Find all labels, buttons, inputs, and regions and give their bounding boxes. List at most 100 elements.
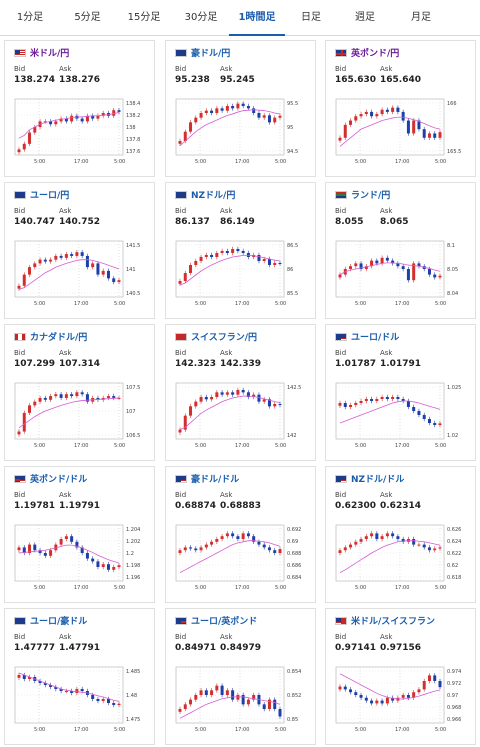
currency-card[interactable]: 豪ドル/円 Bid Ask 95.238 95.245 95.5 95 94.5 5:00 17:… <box>165 40 316 177</box>
y-tick-label: 0.62 <box>447 563 458 569</box>
pair-title[interactable]: スイスフラン/円 <box>175 331 257 345</box>
pair-title[interactable]: ランド/円 <box>335 189 390 203</box>
candle-body <box>28 544 32 553</box>
pair-name[interactable]: 英ポンド/円 <box>351 49 400 59</box>
currency-card[interactable]: 英ポンド/円 Bid Ask 165.630 165.640 166 165.5 5:00 17… <box>325 40 476 177</box>
pair-title[interactable]: 米ドル/円 <box>14 47 69 61</box>
candle-body <box>43 553 47 556</box>
bid-value: 1.19781 <box>14 501 55 511</box>
currency-card[interactable]: スイスフラン/円 Bid Ask 142.323 142.339 142.5 142 5:00… <box>165 324 316 461</box>
ask-label: Ask <box>220 349 233 357</box>
tab-15min[interactable]: 15分足 <box>127 12 161 23</box>
candle-body <box>385 109 389 112</box>
pair-name[interactable]: スイスフラン/円 <box>191 333 258 343</box>
pair-name[interactable]: カナダドル/円 <box>30 333 88 343</box>
pair-title[interactable]: ユーロ/ドル <box>335 331 399 345</box>
pair-name[interactable]: ランド/円 <box>351 191 391 201</box>
pair-title[interactable]: NZドル/円 <box>175 189 235 203</box>
candle-body <box>385 257 389 261</box>
ask-value: 138.276 <box>59 75 100 85</box>
currency-card[interactable]: 英ポンド/ドル Bid Ask 1.19781 1.19791 1.204 1.202 1.2… <box>4 466 155 603</box>
flag-icon <box>175 475 187 483</box>
candle-body <box>364 111 368 115</box>
x-tick-label: 5:00 <box>34 159 45 165</box>
pair-name[interactable]: 豪ドル/円 <box>191 49 231 59</box>
pair-name[interactable]: ユーロ/円 <box>30 191 70 201</box>
pair-title[interactable]: ユーロ/豪ドル <box>14 615 87 629</box>
pair-name[interactable]: ユーロ/豪ドル <box>30 617 88 627</box>
currency-card[interactable]: ユーロ/円 Bid Ask 140.747 140.752 141.5 141 140.5 5:… <box>4 182 155 319</box>
candle-body <box>189 406 193 416</box>
moving-average-line <box>339 673 441 700</box>
pair-title[interactable]: 米ドル/スイスフラン <box>335 615 435 629</box>
candle-body <box>433 675 437 681</box>
pair-title[interactable]: 豪ドル/円 <box>175 47 230 61</box>
candle-body <box>433 133 437 138</box>
tab-1min[interactable]: 1分足 <box>16 12 44 23</box>
candle-body <box>96 561 100 567</box>
currency-card[interactable]: 米ドル/スイスフラン Bid Ask 0.97141 0.97156 0.974 0.972… <box>325 608 476 745</box>
currency-card[interactable]: NZドル/ドル Bid Ask 0.62300 0.62314 0.626 0.624 0.6… <box>325 466 476 603</box>
price-chart[interactable]: 8.18.058.045:00 17:00 5:00 <box>326 235 477 317</box>
pair-name[interactable]: NZドル/円 <box>191 191 236 201</box>
pair-name[interactable]: NZドル/ドル <box>351 475 405 485</box>
ask-value: 107.314 <box>59 359 100 369</box>
pair-name[interactable]: 米ドル/円 <box>30 49 70 59</box>
candle-body <box>262 115 266 118</box>
pair-name[interactable]: ユーロ/英ポンド <box>191 617 258 627</box>
tab-daily[interactable]: 日足 <box>301 12 321 23</box>
flag-icon <box>335 191 347 199</box>
pair-title[interactable]: NZドル/ドル <box>335 473 404 487</box>
pair-title[interactable]: 豪ドル/ドル <box>175 473 239 487</box>
tab-30min[interactable]: 30分足 <box>184 12 218 23</box>
pair-title[interactable]: 英ポンド/ドル <box>14 473 87 487</box>
pair-title[interactable]: ユーロ/英ポンド <box>175 615 257 629</box>
candle-body <box>59 255 63 258</box>
pair-name[interactable]: 米ドル/スイスフラン <box>351 617 436 627</box>
pair-title[interactable]: ユーロ/円 <box>14 189 69 203</box>
tab-weekly[interactable]: 週足 <box>355 12 375 23</box>
candle-body <box>406 695 410 698</box>
pair-title[interactable]: カナダドル/円 <box>14 331 87 345</box>
y-tick-label: 142 <box>287 433 297 439</box>
candle-body <box>364 399 368 401</box>
pair-title[interactable]: 英ポンド/円 <box>335 47 399 61</box>
tab-5min[interactable]: 5分足 <box>74 12 101 23</box>
tab-monthly[interactable]: 月足 <box>411 12 431 23</box>
candle-body <box>241 390 245 393</box>
candle-body <box>252 108 256 113</box>
tab-1hour[interactable]: 1時間足 <box>229 0 285 36</box>
currency-card[interactable]: 豪ドル/ドル Bid Ask 0.68874 0.68883 0.692 0.69 0.688… <box>165 466 316 603</box>
candle-body <box>54 687 58 689</box>
currency-card[interactable]: ユーロ/英ポンド Bid Ask 0.84971 0.84979 0.854 0.852 0.… <box>165 608 316 745</box>
y-tick-label: 1.204 <box>126 527 140 533</box>
pair-name[interactable]: ユーロ/ドル <box>351 333 400 343</box>
currency-card[interactable]: 米ドル/円 Bid Ask 138.274 138.276 138.4 138.2 138 13… <box>4 40 155 177</box>
bid-value: 138.274 <box>14 75 55 85</box>
currency-card[interactable]: ユーロ/豪ドル Bid Ask 1.47777 1.47791 1.485 1.48 1.47… <box>4 608 155 745</box>
currency-card[interactable]: ユーロ/ドル Bid Ask 1.01787 1.01791 1.025 1.02 5:00 1… <box>325 324 476 461</box>
currency-card[interactable]: ランド/円 Bid Ask 8.055 8.065 8.1 8.05 8.04 5:00 17:0… <box>325 182 476 319</box>
candle-body <box>412 263 416 281</box>
pair-name[interactable]: 英ポンド/ドル <box>30 475 88 485</box>
candle-body <box>28 267 32 275</box>
currency-card[interactable]: NZドル/円 Bid Ask 86.137 86.149 86.5 86 85.5 5:00 17… <box>165 182 316 319</box>
candle-body <box>380 700 384 704</box>
currency-card[interactable]: カナダドル/円 Bid Ask 107.299 107.314 107.5 107 106.5… <box>4 324 155 461</box>
candle-body <box>70 691 74 693</box>
pair-name[interactable]: 豪ドル/ドル <box>191 475 240 485</box>
